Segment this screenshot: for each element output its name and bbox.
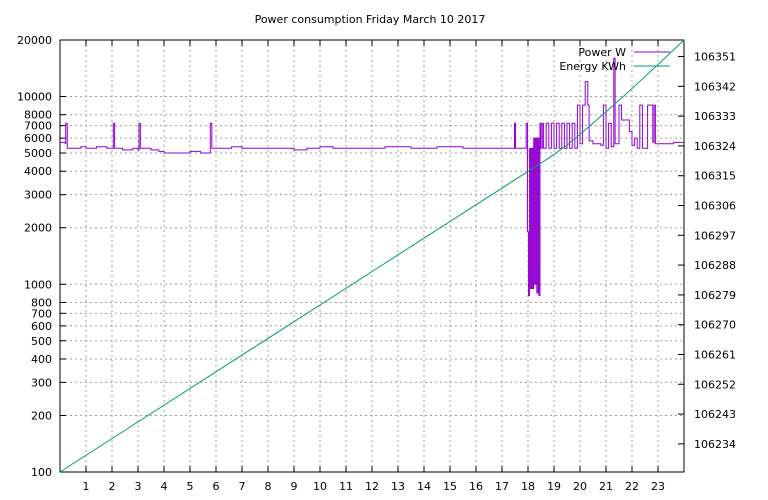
y2-tick-label: 106306 [694,200,736,213]
y2-tick-label: 106279 [694,289,736,302]
y2-tick-label: 106288 [694,259,736,272]
y-tick-label: 600 [31,320,52,333]
x-tick-label: 8 [265,480,272,493]
x-tick-label: 2 [109,480,116,493]
y-tick-label: 700 [31,307,52,320]
x-tick-label: 23 [651,480,665,493]
x-tick-label: 4 [161,480,168,493]
series-layer [59,39,685,473]
y2-tick-label: 106261 [694,348,736,361]
x-tick-label: 1 [83,480,90,493]
y2-tick-label: 106270 [694,319,736,332]
y-tick-label: 3000 [24,189,52,202]
y-tick-label: 20000 [17,34,52,47]
axis-ticks [60,39,684,473]
x-tick-label: 6 [213,480,220,493]
grid-lines [60,40,684,472]
y2-tick-label: 106324 [694,140,736,153]
x-tick-label: 21 [599,480,613,493]
x-axis-tick-labels: 1 2 3 4 5 6 7 8 9 10 11 12 13 14 15 16 17 18 19 20 21 22 23 [83,480,666,493]
legend-label-energy-kwh: Energy KWh [559,60,626,73]
x-tick-label: 11 [339,480,353,493]
y-tick-label: 8000 [24,109,52,122]
x-tick-label: 7 [239,480,246,493]
y-tick-label: 800 [31,296,52,309]
y2-tick-label: 106315 [694,170,736,183]
x-tick-label: 20 [573,480,587,493]
series-line-power-w [60,57,684,297]
y-tick-label: 1000 [24,278,52,291]
x-tick-label: 14 [417,480,431,493]
y-tick-label: 2000 [24,222,52,235]
x-tick-label: 10 [313,480,327,493]
y2-tick-label: 106333 [694,110,736,123]
x-tick-label: 18 [521,480,535,493]
x-tick-label: 17 [495,480,509,493]
x-tick-label: 19 [547,480,561,493]
y-tick-label: 500 [31,335,52,348]
x-tick-label: 9 [291,480,298,493]
y2-tick-label: 106351 [694,51,736,64]
x-tick-label: 15 [443,480,457,493]
y-tick-label: 4000 [24,165,52,178]
y-tick-label: 200 [31,409,52,422]
legend-label-power-w: Power W [578,46,626,59]
y2-tick-label: 106342 [694,80,736,93]
y2-tick-label: 106234 [694,438,736,451]
y-tick-label: 5000 [24,147,52,160]
chart-title: Power consumption Friday March 10 2017 [255,13,486,26]
x-tick-label: 16 [469,480,483,493]
x-tick-label: 5 [187,480,194,493]
series-line-energy-kwh [59,39,685,473]
x-tick-label: 13 [391,480,405,493]
x-tick-label: 22 [625,480,639,493]
x-tick-label: 3 [135,480,142,493]
x-tick-label: 12 [365,480,379,493]
y-tick-label: 7000 [24,120,52,133]
y-tick-label: 300 [31,376,52,389]
y2-axis-tick-labels: 106234 106243 106252 106261 106270 106279 1062… [694,51,736,451]
y-tick-label: 6000 [24,132,52,145]
y-tick-label: 100 [31,466,52,479]
y-tick-label: 10000 [17,91,52,104]
y2-tick-label: 106252 [694,378,736,391]
y2-tick-label: 106243 [694,408,736,421]
y2-tick-label: 106297 [694,229,736,242]
y-tick-label: 400 [31,353,52,366]
